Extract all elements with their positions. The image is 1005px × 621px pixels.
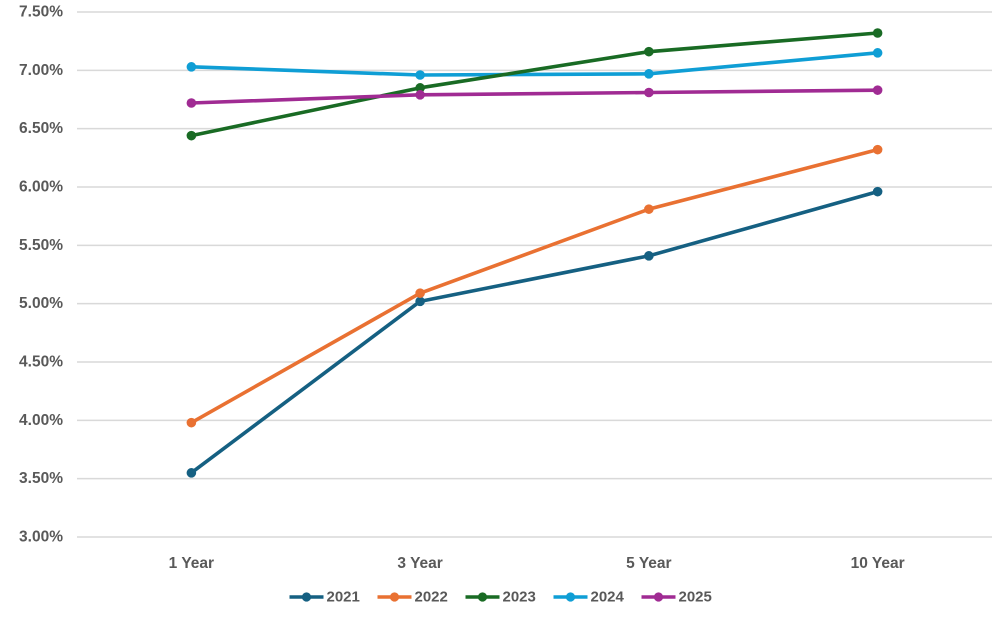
legend-marker-dot (477, 592, 488, 602)
legend-label: 2024 (591, 589, 625, 606)
y-tick-label: 5.50% (19, 237, 63, 254)
data-point-2024-10 Year (872, 48, 883, 58)
y-tick-label: 5.00% (19, 295, 63, 312)
y-tick-label: 3.00% (19, 529, 63, 546)
legend-label: 2023 (503, 589, 536, 606)
legend-label: 2025 (679, 589, 712, 606)
x-category-label: 1 Year (169, 555, 214, 572)
y-tick-label: 4.00% (19, 412, 63, 429)
data-point-2021-10 Year (872, 186, 883, 197)
legend-item-2021: 2021 (289, 589, 360, 606)
legend-item-2024: 2024 (553, 589, 625, 606)
data-point-2021-1 Year (186, 468, 197, 478)
series-line-2023 (189, 31, 880, 138)
data-point-2022-5 Year (644, 204, 654, 214)
data-point-2021-5 Year (644, 251, 654, 261)
y-tick-label: 6.00% (19, 179, 63, 196)
data-point-2025-5 Year (644, 87, 654, 98)
series-line-2025 (189, 88, 880, 105)
legend-item-2025: 2025 (641, 589, 712, 606)
legend-marker-dot (565, 592, 576, 602)
series-2022 (186, 144, 883, 428)
data-point-2024-3 Year (415, 70, 425, 80)
data-point-2023-10 Year (872, 28, 883, 38)
data-point-2024-5 Year (644, 69, 654, 79)
legend-marker-dot (653, 592, 664, 602)
data-point-2024-1 Year (186, 62, 197, 72)
series-2024 (186, 48, 883, 80)
legend-label: 2021 (327, 589, 360, 606)
series-2025 (186, 85, 883, 108)
y-tick-label: 7.00% (19, 62, 63, 79)
series-line-2022 (189, 147, 880, 425)
chart-legend: 2021 2022 2023 2024 2025 (289, 589, 712, 606)
series-2023 (186, 28, 883, 141)
data-point-2023-1 Year (186, 130, 197, 141)
data-point-2025-1 Year (186, 98, 197, 108)
legend-item-2023: 2023 (465, 589, 536, 606)
y-axis-tick-labels: 3.00% 3.50% 4.00% 4.50% 5.00% 5.50% 6.00% 6.50%… (19, 4, 63, 546)
x-category-label: 5 Year (626, 555, 671, 572)
y-tick-label: 7.50% (19, 4, 63, 21)
series-line-2021 (189, 189, 880, 475)
legend-marker-dot (389, 592, 400, 602)
data-point-2025-3 Year (415, 90, 425, 100)
data-point-2022-1 Year (186, 417, 197, 428)
data-point-2023-5 Year (644, 46, 654, 57)
data-point-2025-10 Year (872, 85, 883, 95)
y-tick-label: 6.50% (19, 120, 63, 137)
legend-marker-dot (301, 592, 312, 602)
legend-item-2022: 2022 (377, 589, 448, 606)
data-point-2021-3 Year (415, 296, 425, 307)
x-category-label: 3 Year (397, 555, 442, 572)
data-point-2022-10 Year (872, 144, 883, 155)
series-2021 (186, 186, 883, 478)
legend-label: 2022 (415, 589, 448, 606)
y-tick-label: 4.50% (19, 354, 63, 371)
series-line-2024 (189, 51, 880, 77)
x-category-label: 10 Year (851, 555, 905, 572)
x-axis-category-labels: 1 Year 3 Year 5 Year 10 Year (169, 555, 905, 572)
data-point-2023-3 Year (415, 83, 425, 93)
y-tick-label: 3.50% (19, 470, 63, 487)
data-point-2022-3 Year (415, 288, 425, 298)
